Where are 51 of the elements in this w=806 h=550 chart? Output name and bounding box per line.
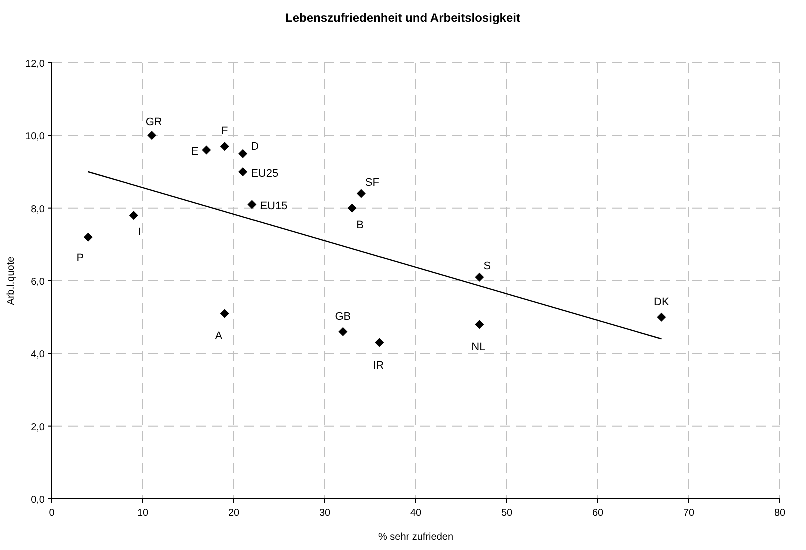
point: [148, 131, 157, 140]
point: [338, 327, 348, 336]
x-tick-label: 60: [592, 508, 604, 519]
y-tick-label: 2,0: [31, 422, 46, 434]
point: [220, 309, 230, 318]
data-label: IR: [373, 360, 384, 372]
y-tick-label: 12,0: [26, 59, 46, 70]
point: [475, 272, 484, 282]
x-tick-label: 40: [410, 508, 422, 519]
y-tick-label: 8,0: [31, 204, 46, 216]
y-tick-label: 4,0: [31, 350, 46, 361]
data-label: DK: [654, 296, 670, 308]
data-label: B: [356, 219, 364, 232]
point: [375, 338, 384, 348]
data-label: GR: [146, 116, 162, 129]
x-tick-label: 50: [501, 508, 513, 519]
x-tick-label: 0: [49, 508, 56, 519]
data-label: I: [138, 226, 142, 239]
data-label: A: [215, 330, 224, 343]
y-tick-label: 10,0: [26, 132, 46, 143]
data-label: E: [191, 146, 199, 158]
point: [238, 149, 248, 158]
x-tick-label: 30: [319, 508, 331, 519]
x-tick-label: 10: [137, 508, 149, 519]
point: [657, 312, 666, 322]
chart-title: Lebenszufriedenheit und Arbeitslosigkeit: [286, 11, 520, 25]
data-label: EU15: [260, 200, 288, 213]
x-tick-label: 70: [683, 508, 695, 519]
data-label: F: [222, 126, 229, 138]
data-label: S: [484, 260, 492, 272]
data-label: SF: [365, 176, 380, 189]
point: [475, 320, 484, 330]
y-tick-label: 0,0: [31, 495, 46, 506]
point: [129, 211, 138, 220]
data-label: NL: [472, 342, 486, 354]
y-tick-label: 6,0: [31, 277, 46, 288]
point: [84, 232, 93, 242]
point: [348, 204, 357, 213]
x-axis-title: % sehr zufrieden: [378, 532, 454, 543]
data-label: P: [76, 252, 84, 264]
point: [202, 146, 212, 155]
point: [356, 189, 366, 198]
point: [238, 168, 248, 176]
data-label: GB: [335, 310, 352, 323]
point: [248, 200, 257, 210]
point: [220, 142, 230, 152]
y-axis-title: Arb.l.quote: [6, 256, 17, 306]
x-tick-label: 80: [774, 508, 786, 519]
data-label: D: [251, 140, 260, 153]
data-label: EU25: [251, 168, 279, 180]
x-tick-label: 20: [228, 508, 240, 519]
